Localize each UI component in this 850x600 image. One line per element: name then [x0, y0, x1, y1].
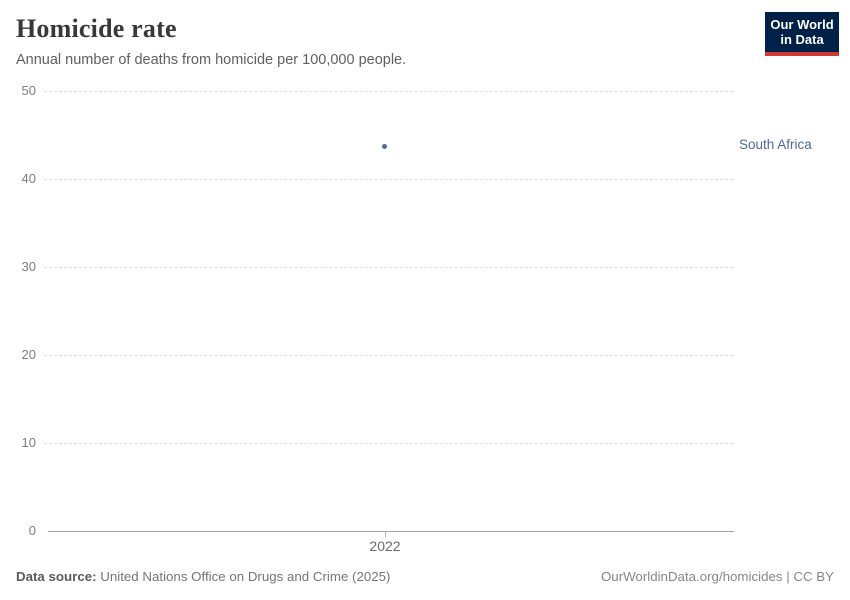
gridline: [44, 179, 733, 180]
y-axis-tick-label: 40: [21, 171, 36, 186]
owid-logo-line2: in Data: [780, 32, 824, 48]
x-axis-tick-mark: [385, 531, 386, 537]
y-axis-tick-label: 50: [21, 83, 36, 98]
series-label-south-africa[interactable]: South Africa: [739, 137, 812, 153]
attribution-link[interactable]: OurWorldinData.org/homicides | CC BY: [600, 569, 834, 584]
owid-logo-line1: Our World: [770, 17, 834, 32]
data-source-label: Data source:: [16, 569, 97, 584]
data-source-text: United Nations Office on Drugs and Crime…: [96, 569, 391, 584]
gridline: [44, 443, 733, 444]
y-axis-tick-label: 20: [21, 347, 36, 362]
y-axis-tick-label: 30: [21, 259, 36, 274]
x-axis-tick-label: 2022: [369, 538, 401, 554]
x-axis-line: [48, 531, 734, 532]
chart-subtitle: Annual number of deaths from homicide pe…: [16, 52, 407, 68]
gridline: [44, 91, 733, 92]
gridline: [44, 267, 733, 268]
gridline: [44, 355, 733, 356]
page-title: Homicide rate: [16, 14, 177, 43]
owid-logo: Our World in Data: [765, 12, 839, 56]
data-source: Data source: United Nations Office on Dr…: [16, 569, 390, 584]
data-point-south-africa[interactable]: [382, 143, 387, 149]
y-axis-tick-label: 10: [21, 435, 36, 450]
y-axis-tick-label: 0: [28, 523, 36, 538]
